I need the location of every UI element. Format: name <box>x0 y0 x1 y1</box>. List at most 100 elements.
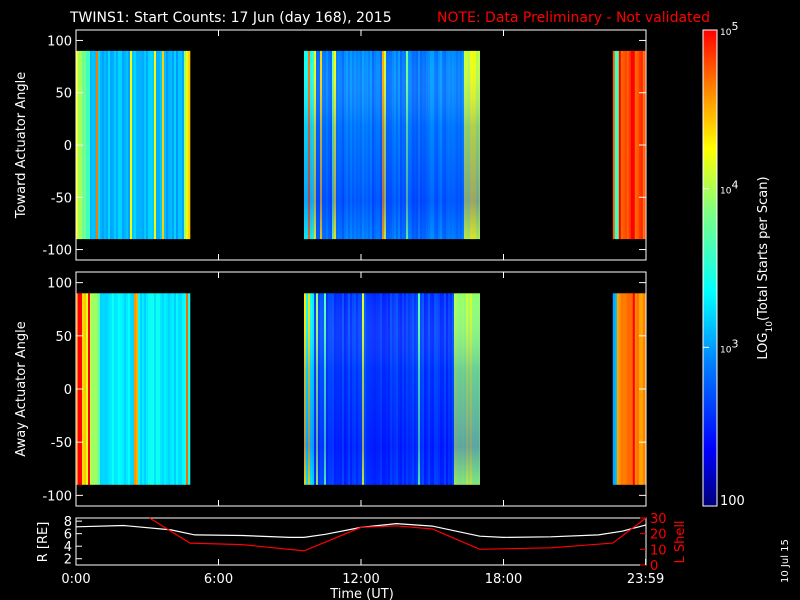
heatmap-column <box>116 50 119 240</box>
heatmap-column <box>144 293 147 485</box>
heatmap-column <box>92 50 95 240</box>
heatmap-column <box>84 293 87 485</box>
panel-toward: 100 50 0 -50 -100 Toward Actuator Angle <box>14 29 647 261</box>
heatmap-column <box>170 50 173 240</box>
ytick-label-left: 8 <box>64 515 72 530</box>
heatmap-column <box>182 293 185 485</box>
heatmap-column <box>154 293 157 485</box>
chart-title: TWINS1: Start Counts: 17 Jun (day 168), … <box>69 10 392 26</box>
heatmap-column <box>174 50 177 240</box>
heatmap-column <box>120 293 123 485</box>
heatmap-column <box>138 50 141 240</box>
colorbar-tick-base: 10 <box>720 345 732 355</box>
colorbar-tick-exp: 3 <box>731 337 738 350</box>
colorbar-tick-label: 105 <box>720 20 738 38</box>
heatmap-column <box>126 50 129 240</box>
side-date: 10 Jul 15 <box>780 539 791 583</box>
heatmap-column <box>634 293 638 485</box>
heatmap-column <box>108 293 111 485</box>
heatmap-column <box>184 50 187 240</box>
heatmap-column <box>96 50 99 240</box>
ytick-label-right: 30 <box>650 512 667 527</box>
heatmap-column <box>132 293 135 485</box>
ylabel-lshell: L Shell <box>673 520 688 563</box>
heatmap-column <box>136 50 139 240</box>
heatmap-column <box>628 293 632 485</box>
heatmap-column <box>124 293 127 485</box>
heatmap-column <box>164 50 167 240</box>
panel-away: 100 50 0 -50 -100 Away Actuator Angle <box>14 271 647 507</box>
ytick-label: 100 <box>47 34 72 49</box>
heatmap-column <box>130 50 133 240</box>
heatmap-column <box>126 293 129 485</box>
ytick-label: 50 <box>55 87 72 102</box>
heatmap-column <box>106 50 109 240</box>
heatmap-column <box>616 293 620 485</box>
heatmap-column <box>170 293 173 485</box>
ytick-label: -100 <box>42 489 72 504</box>
heatmap-column <box>614 293 618 485</box>
heatmap-column <box>164 293 167 485</box>
ytick-label-right: 20 <box>650 528 667 543</box>
heatmap-column <box>142 50 145 240</box>
colorbar-tick-exp: 4 <box>731 179 738 192</box>
xtick-label: 6:00 <box>204 572 233 587</box>
heatmap-toward <box>76 50 647 240</box>
heatmap-column <box>98 50 101 240</box>
heatmap-column <box>180 293 183 485</box>
heatmap-column <box>146 293 149 485</box>
heatmap-column <box>180 50 183 240</box>
ytick-label-right: 0 <box>650 559 658 574</box>
heatmap-column <box>116 293 119 485</box>
heatmap-column <box>100 293 103 485</box>
heatmap-column <box>158 293 161 485</box>
heatmap-away <box>76 293 647 485</box>
ylabel-away: Away Actuator Angle <box>14 321 29 456</box>
heatmap-column <box>86 50 89 240</box>
heatmap-column <box>188 50 191 240</box>
heatmap-column <box>160 50 163 240</box>
heatmap-column <box>114 50 117 240</box>
heatmap-shade <box>304 293 480 485</box>
ytick-label-left: 2 <box>64 553 72 568</box>
heatmap-column <box>144 50 147 240</box>
panel-toward-axis: 100 50 0 -50 -100 <box>42 30 647 260</box>
colorbar-label: LOG10(Total Starts per Scan) <box>756 176 775 359</box>
ytick-label-left: 4 <box>64 540 72 555</box>
heatmap-column <box>84 50 87 240</box>
heatmap-column <box>108 50 111 240</box>
heatmap-column <box>102 50 105 240</box>
ytick-label: 50 <box>55 330 72 345</box>
heatmap-column <box>186 50 189 240</box>
colorbar-scale <box>702 29 718 507</box>
heatmap-column <box>626 293 630 485</box>
ylabel-radius: R [RE] <box>36 522 51 563</box>
heatmap-column <box>624 50 628 240</box>
heatmap-column <box>614 50 618 240</box>
heatmap-column <box>634 50 638 240</box>
heatmap-column <box>94 293 97 485</box>
colorbar-bottom-label: 100 <box>720 494 745 509</box>
heatmap-column <box>150 50 153 240</box>
heatmap-column <box>82 50 85 240</box>
heatmap-column <box>102 293 105 485</box>
colorbar-label-main: LOG <box>756 333 771 360</box>
heatmap-column <box>622 293 626 485</box>
heatmap-column <box>184 293 187 485</box>
heatmap-column <box>620 293 624 485</box>
colorbar-tick-base: 10 <box>720 28 732 38</box>
heatmap-column <box>90 293 93 485</box>
heatmap-column <box>162 50 165 240</box>
heatmap-column <box>92 293 95 485</box>
heatmap-column <box>172 50 175 240</box>
heatmap-column <box>134 50 137 240</box>
heatmap-column <box>140 50 143 240</box>
heatmap-column <box>110 293 113 485</box>
heatmap-column <box>158 50 161 240</box>
heatmap-column <box>88 50 91 240</box>
heatmap-column <box>630 293 634 485</box>
heatmap-column <box>120 50 123 240</box>
